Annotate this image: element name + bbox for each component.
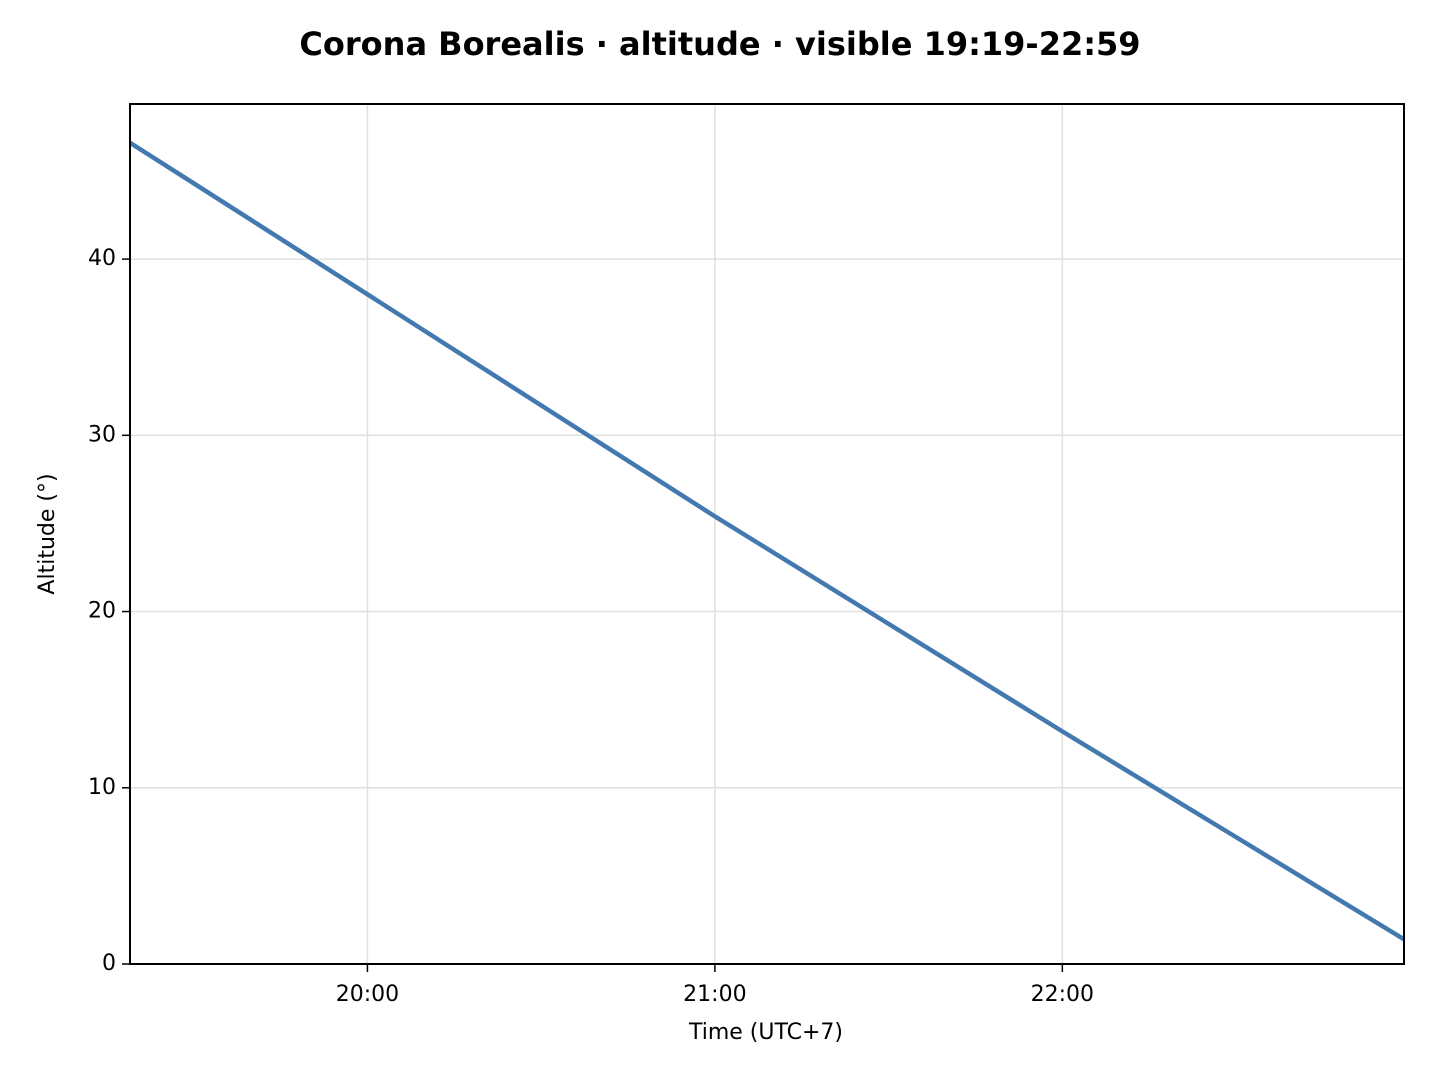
- y-tick-label: 40: [88, 246, 116, 271]
- y-tick-label: 10: [88, 775, 116, 800]
- y-tick-label: 20: [88, 599, 116, 624]
- x-tick-label: 22:00: [1031, 982, 1094, 1007]
- chart-title: Corona Borealis · altitude · visible 19:…: [299, 25, 1140, 63]
- y-axis-label: Altitude (°): [35, 473, 60, 594]
- data-line: [128, 140, 1406, 942]
- y-tick-label: 0: [102, 951, 116, 976]
- plot-frame: [129, 103, 1405, 965]
- x-tick-label: 21:00: [683, 982, 746, 1007]
- x-axis-label: Time (UTC+7): [688, 1020, 843, 1045]
- x-tick-label: 20:00: [336, 982, 399, 1007]
- y-tick-label: 30: [88, 422, 116, 447]
